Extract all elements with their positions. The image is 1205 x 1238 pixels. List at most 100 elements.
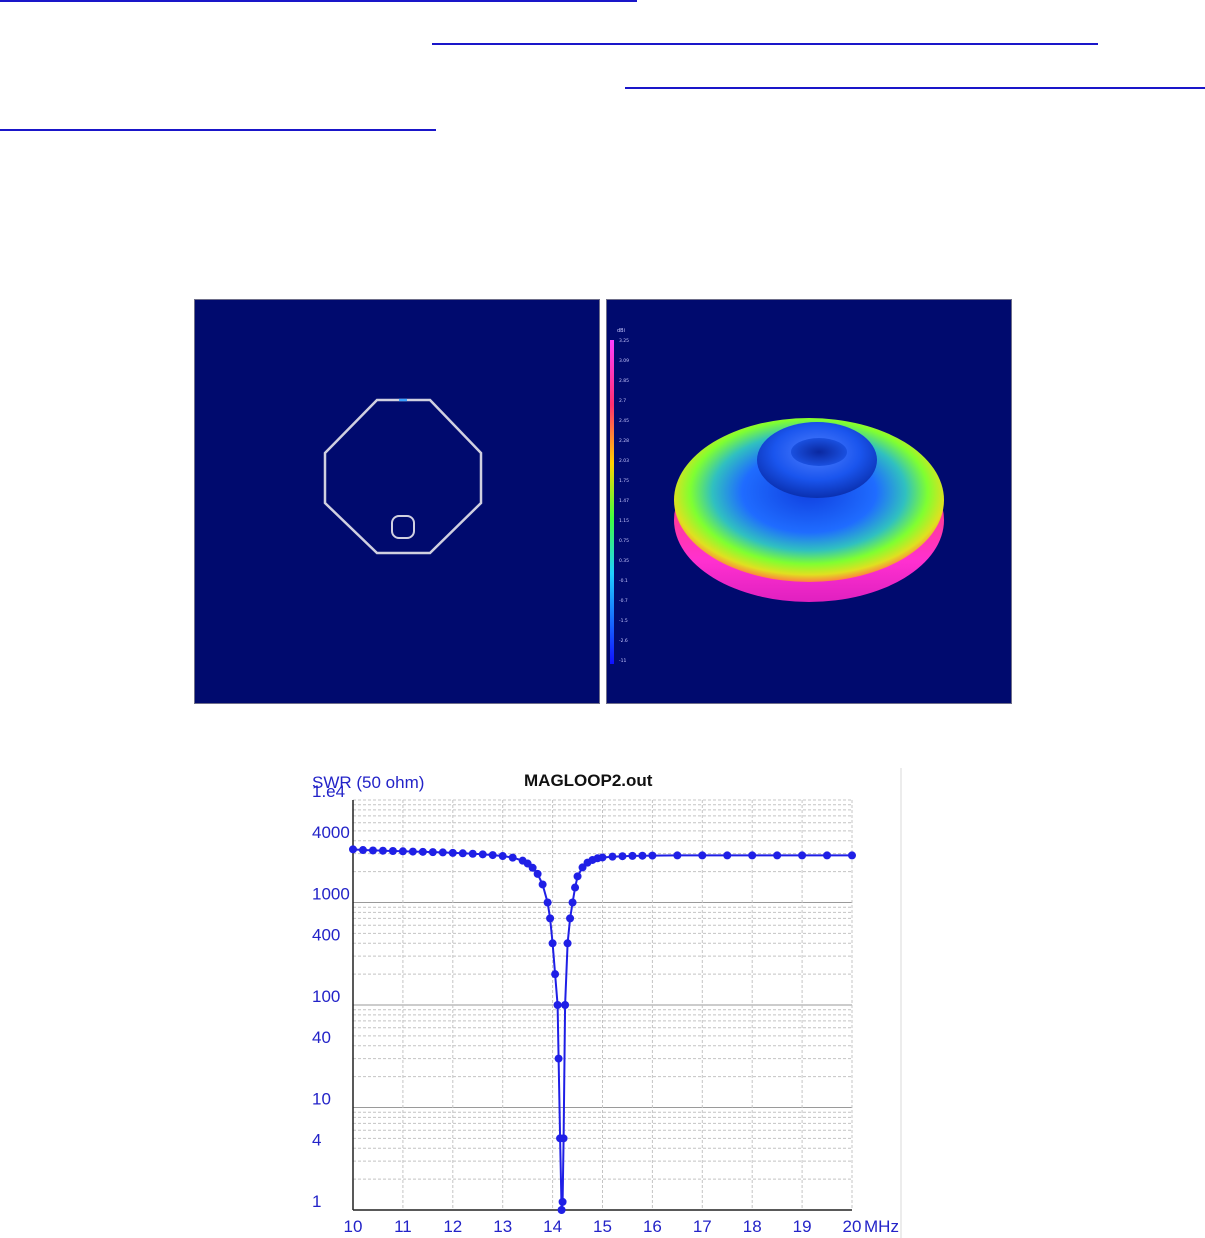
- swr-data-point: [561, 1001, 570, 1009]
- x-tick-label: 10: [344, 1217, 363, 1236]
- swr-data-point: [848, 851, 856, 860]
- swr-data-point: [543, 898, 552, 907]
- swr-data-point: [823, 851, 832, 860]
- swr-data-point: [773, 851, 782, 860]
- color-scale-tick: 2.03: [619, 458, 629, 464]
- y-tick-label: 400: [312, 925, 340, 944]
- swr-data-point: [458, 849, 467, 858]
- swr-data-point: [498, 852, 507, 861]
- swr-data-point: [566, 914, 575, 923]
- color-scale-tick: 1.47: [619, 498, 629, 504]
- x-tick-label: 13: [493, 1217, 512, 1236]
- swr-data-point: [448, 848, 457, 857]
- color-scale-tick: 3.25: [619, 338, 629, 344]
- link-line-1[interactable]: [0, 0, 637, 2]
- swr-data-point: [648, 851, 657, 860]
- octagon-loop: [323, 398, 483, 555]
- swr-chart: MAGLOOP2.out SWR (50 ohm) MHz 10 11 12 13 14…: [302, 768, 902, 1238]
- color-scale-tick: -0.1: [619, 578, 628, 584]
- y-axis-label: SWR (50 ohm): [312, 773, 424, 792]
- color-scale-tick: 2.7: [619, 398, 626, 404]
- swr-data-point: [558, 1197, 567, 1206]
- swr-data-point: [559, 1134, 568, 1143]
- color-scale-bar: [610, 340, 614, 664]
- x-tick-label: 15: [593, 1217, 612, 1236]
- swr-data-point: [508, 853, 517, 862]
- swr-data-point: [628, 851, 637, 860]
- swr-data-point: [538, 880, 547, 889]
- x-tick-label: 19: [793, 1217, 812, 1236]
- y-tick-label: 10: [312, 1090, 331, 1109]
- swr-data-point: [608, 852, 617, 861]
- link-line-4[interactable]: [0, 129, 436, 131]
- swr-data-point: [557, 1206, 566, 1214]
- link-line-2[interactable]: [432, 43, 1098, 45]
- chart-tick-labels: 10 11 12 13 14 15 16 17 18 19 201.e440001000400100…: [312, 782, 861, 1236]
- swr-data-point: [551, 970, 560, 979]
- swr-data-point: [598, 853, 607, 862]
- swr-data-point: [349, 845, 357, 854]
- y-tick-label: 1000: [312, 885, 350, 904]
- color-scale-tick: -2.6: [619, 638, 628, 644]
- chart-series: [349, 845, 856, 1214]
- y-tick-label: 1.e4: [312, 782, 345, 801]
- color-scale-tick: 2.85: [619, 378, 629, 384]
- y-tick-label: 100: [312, 987, 340, 1006]
- swr-data-point: [673, 851, 682, 860]
- swr-data-point: [698, 851, 707, 860]
- y-tick-label: 4: [312, 1130, 321, 1149]
- swr-data-point: [578, 863, 587, 872]
- y-tick-label: 1: [312, 1192, 321, 1211]
- swr-data-point: [568, 898, 577, 907]
- swr-data-point: [573, 872, 582, 881]
- y-tick-label: 4000: [312, 823, 350, 842]
- swr-data-point: [546, 914, 555, 923]
- x-tick-label: 17: [693, 1217, 712, 1236]
- swr-data-point: [748, 851, 757, 860]
- color-scale-labels: dBi 3.25 3.09 2.85 2.7 2.45 2.28 2.03 1.75 1.47 1.…: [617, 328, 629, 664]
- x-tick-label: 20: [843, 1217, 862, 1236]
- antenna-geometry-drawing: [323, 398, 483, 555]
- color-scale-tick: 2.28: [619, 438, 629, 444]
- chart-title: MAGLOOP2.out: [524, 771, 653, 790]
- color-scale-tick: 3.09: [619, 358, 629, 364]
- chart-grid: [352, 799, 853, 1211]
- swr-data-point: [408, 847, 417, 856]
- color-scale-unit: dBi: [617, 328, 625, 334]
- swr-data-point: [368, 846, 377, 855]
- swr-data-point: [571, 883, 580, 892]
- antenna-geometry-view: [194, 299, 600, 704]
- swr-data-point: [418, 847, 427, 856]
- pattern-donut-hole: [791, 438, 847, 466]
- swr-data-point: [488, 851, 497, 860]
- radiation-pattern-view: dBi 3.25 3.09 2.85 2.7 2.45 2.28 2.03 1.75 1.47 1.…: [606, 299, 1012, 704]
- x-tick-label: 18: [743, 1217, 762, 1236]
- swr-data-point: [428, 848, 437, 857]
- feed-loop: [391, 515, 415, 539]
- swr-data-point: [398, 847, 407, 856]
- x-axis-label: MHz: [864, 1217, 899, 1236]
- color-scale-tick: 0.35: [619, 558, 629, 564]
- color-scale-tick: -1.5: [619, 618, 628, 624]
- color-scale-tick: 1.75: [619, 478, 629, 484]
- swr-data-point: [553, 1001, 562, 1009]
- swr-data-point: [723, 851, 732, 860]
- color-scale-tick: 2.45: [619, 418, 629, 424]
- x-tick-label: 16: [643, 1217, 662, 1236]
- swr-data-point: [358, 846, 367, 855]
- x-tick-label: 12: [443, 1217, 462, 1236]
- color-scale-tick: 0.75: [619, 538, 629, 544]
- swr-data-point: [554, 1054, 563, 1063]
- swr-data-point: [548, 939, 557, 948]
- link-line-3[interactable]: [625, 87, 1205, 89]
- swr-data-point: [638, 851, 647, 860]
- radiation-pattern-3d: dBi 3.25 3.09 2.85 2.7 2.45 2.28 2.03 1.75 1.47 1.…: [610, 328, 944, 664]
- swr-data-point: [438, 848, 447, 857]
- color-scale-tick: -11: [619, 658, 626, 664]
- x-tick-label: 14: [543, 1217, 562, 1236]
- swr-data-point: [468, 849, 477, 858]
- swr-data-point: [563, 939, 572, 948]
- swr-data-point: [618, 852, 627, 861]
- swr-data-point: [478, 850, 487, 859]
- color-scale-tick: -0.7: [619, 598, 628, 604]
